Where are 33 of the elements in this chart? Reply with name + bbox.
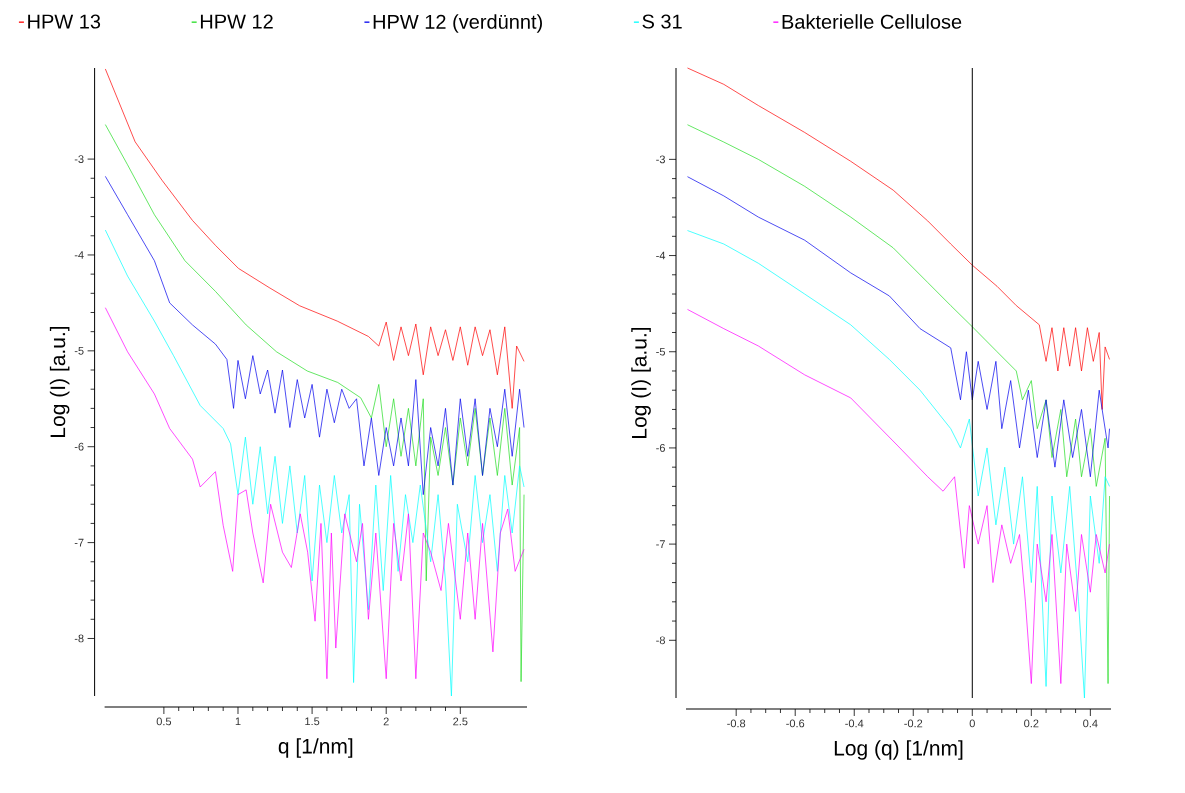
y-tick-label: -3 (656, 155, 665, 164)
x-tick-label: 0.5 (156, 717, 172, 726)
x-tick-label: -0.2 (904, 719, 923, 728)
x-tick-label: 0.2 (1024, 719, 1039, 728)
legend-label: HPW 13 (28, 14, 101, 29)
y-tick-label: -6 (656, 444, 665, 452)
y-tick-label: -7 (74, 538, 84, 547)
y-axis-title: Log (I) [a.u.] (631, 327, 651, 438)
y-axis-title: Log (I) [a.u.] (49, 326, 70, 437)
y-tick-label: -8 (656, 636, 665, 645)
y-tick-label: -4 (74, 251, 84, 259)
x-axis-title: Log (q) [1/nm] (834, 740, 963, 760)
y-tick-label: -5 (74, 347, 84, 355)
legend-label: Bakterielle Cellulose (782, 14, 962, 29)
legend-label: HPW 12 (verdünnt) (373, 14, 542, 33)
x-tick-label: -0.6 (786, 719, 805, 728)
legend-label: S 31 (642, 14, 682, 29)
x-tick-label: 0 (969, 719, 975, 728)
x-tick-label: 1.5 (305, 717, 320, 726)
y-tick-label: -3 (74, 155, 84, 163)
y-tick-label: -7 (656, 540, 665, 548)
x-tick-label: 2 (383, 717, 389, 726)
x-tick-label: 1 (235, 717, 241, 726)
x-tick-label: -0.4 (845, 719, 864, 728)
legend-label: HPW 12 (200, 14, 273, 29)
y-tick-label: -5 (656, 347, 665, 356)
x-tick-label: -0.8 (727, 719, 746, 728)
y-tick-label: -8 (74, 634, 84, 643)
x-tick-label: 0.4 (1083, 719, 1098, 728)
x-axis-title: q [1/nm] (278, 738, 353, 758)
y-tick-label: -4 (656, 251, 666, 260)
y-tick-label: -6 (74, 442, 84, 451)
x-tick-label: 2.5 (453, 717, 468, 726)
